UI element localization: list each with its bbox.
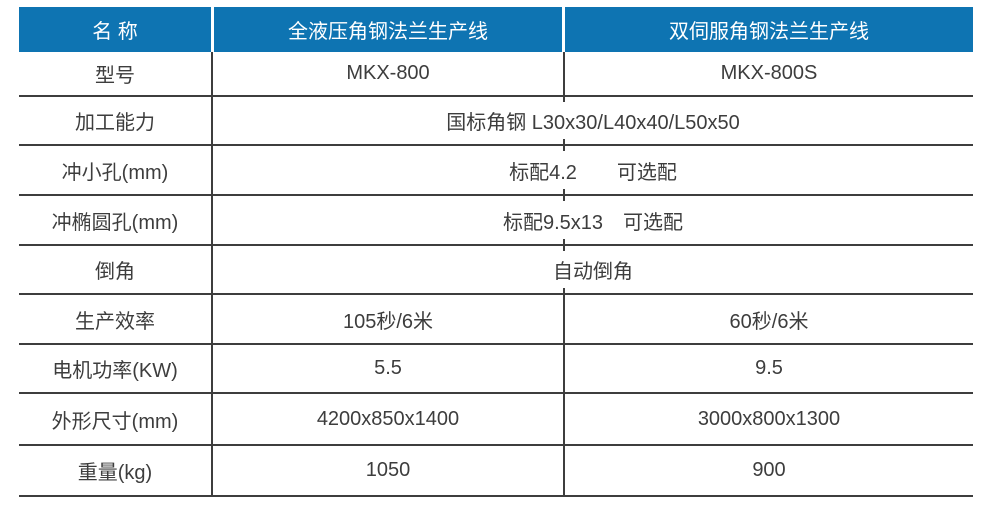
- row-value-col2: 105秒/6米: [213, 295, 565, 343]
- row-label: 电机功率(KW): [19, 345, 213, 392]
- row-label: 冲小孔(mm): [19, 146, 213, 194]
- row-label: 生产效率: [19, 295, 213, 343]
- table-row-model: 型号 MKX-800 MKX-800S: [19, 52, 973, 97]
- table-row-weight: 重量(kg) 1050 900: [19, 446, 973, 497]
- row-value-col3: 9.5: [755, 357, 783, 379]
- row-label: 倒角: [19, 246, 213, 293]
- row-label: 重量(kg): [19, 446, 213, 495]
- row-value-col2: 4200x850x1400: [213, 394, 565, 444]
- row-value-col3: 60秒/6米: [729, 310, 809, 333]
- table-row-small-hole: 冲小孔(mm) 标配4.2 可选配: [19, 146, 973, 196]
- table-row-oval-hole: 冲椭圆孔(mm) 标配9.5x13 可选配: [19, 196, 973, 246]
- row-label: 冲椭圆孔(mm): [19, 196, 213, 244]
- header-cell-name: 名 称: [19, 7, 211, 52]
- row-value-merged: 标配9.5x13 可选配: [213, 196, 973, 244]
- header-cell-product-hydraulic: 全液压角钢法兰生产线: [214, 7, 562, 52]
- row-value-col3: MKX-800S: [720, 62, 818, 84]
- row-value-col2: 1050: [213, 446, 565, 495]
- row-value-col2: 5.5: [213, 345, 565, 392]
- row-label: 外形尺寸(mm): [19, 394, 213, 444]
- table-row-dimensions: 外形尺寸(mm) 4200x850x1400 3000x800x1300: [19, 394, 973, 446]
- product-spec-table: 名 称 全液压角钢法兰生产线 双伺服角钢法兰生产线 型号 MKX-800 MKX…: [19, 7, 973, 497]
- row-value-merged: 标配4.2 可选配: [213, 146, 973, 194]
- table-row-efficiency: 生产效率 105秒/6米 60秒/6米: [19, 295, 973, 345]
- row-value-col3: 900: [752, 459, 786, 481]
- row-label: 加工能力: [19, 97, 213, 144]
- row-label: 型号: [19, 52, 213, 95]
- table-row-chamfer: 倒角 自动倒角: [19, 246, 973, 295]
- row-value-merged: 自动倒角: [213, 246, 973, 293]
- table-row-capacity: 加工能力 国标角钢 L30x30/L40x40/L50x50: [19, 97, 973, 146]
- table-row-motor-power: 电机功率(KW) 5.5 9.5: [19, 345, 973, 394]
- row-value-merged: 国标角钢 L30x30/L40x40/L50x50: [213, 97, 973, 144]
- table-header-row: 名 称 全液压角钢法兰生产线 双伺服角钢法兰生产线: [19, 7, 973, 52]
- row-value-col2: MKX-800: [213, 52, 565, 95]
- header-cell-product-servo: 双伺服角钢法兰生产线: [565, 7, 973, 52]
- row-value-col3: 3000x800x1300: [697, 407, 841, 430]
